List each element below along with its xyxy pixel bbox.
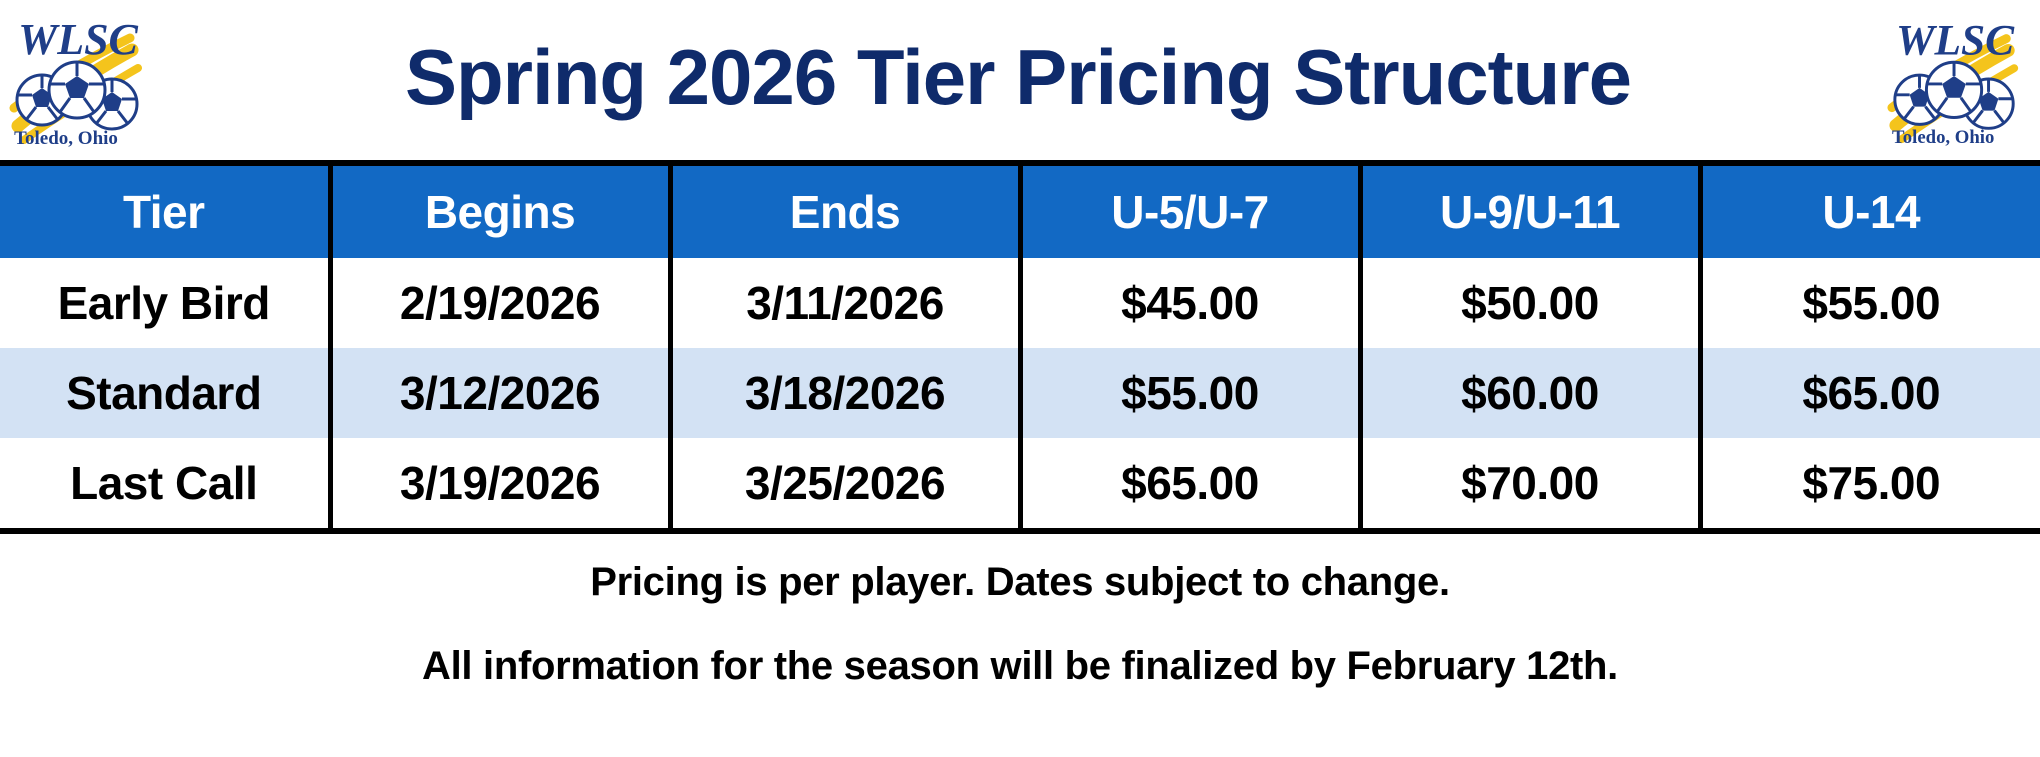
cell-ends: 3/25/2026 <box>667 438 1023 534</box>
svg-text:Toledo, Ohio: Toledo, Ohio <box>14 128 118 149</box>
table-row: Early Bird 2/19/2026 3/11/2026 $45.00 $5… <box>0 258 2040 348</box>
column-header-u9-u11: U-9/U-11 <box>1357 160 1703 258</box>
cell-price-u5-u7: $45.00 <box>1017 258 1363 348</box>
svg-text:WLSC: WLSC <box>18 15 138 64</box>
cell-tier: Early Bird <box>0 258 333 348</box>
column-header-u14: U-14 <box>1697 160 2040 258</box>
cell-price-u5-u7: $65.00 <box>1017 438 1363 534</box>
pricing-table-container: Tier Begins Ends U-5/U-7 U-9/U-11 U-14 E… <box>0 160 2040 534</box>
cell-begins: 3/12/2026 <box>327 348 673 438</box>
table-row: Last Call 3/19/2026 3/25/2026 $65.00 $70… <box>0 438 2040 534</box>
table-body: Early Bird 2/19/2026 3/11/2026 $45.00 $5… <box>0 258 2040 534</box>
note-pricing-disclaimer: Pricing is per player. Dates subject to … <box>590 560 1450 604</box>
pricing-table: Tier Begins Ends U-5/U-7 U-9/U-11 U-14 E… <box>0 160 2040 534</box>
svg-text:WLSC: WLSC <box>1896 16 2015 64</box>
cell-price-u5-u7: $55.00 <box>1017 348 1363 438</box>
table-header-row: Tier Begins Ends U-5/U-7 U-9/U-11 U-14 <box>0 160 2040 258</box>
svg-text:Toledo, Ohio: Toledo, Ohio <box>1892 127 1994 148</box>
cell-ends: 3/18/2026 <box>667 348 1023 438</box>
footer-notes: Pricing is per player. Dates subject to … <box>0 534 2040 688</box>
cell-tier: Last Call <box>0 438 333 534</box>
column-header-ends: Ends <box>667 160 1023 258</box>
cell-begins: 2/19/2026 <box>327 258 673 348</box>
wlsc-logo-left: WLSC Toledo, Ohio <box>9 15 142 149</box>
column-header-u5-u7: U-5/U-7 <box>1017 160 1363 258</box>
table-row: Standard 3/12/2026 3/18/2026 $55.00 $60.… <box>0 348 2040 438</box>
wlsc-logo-right: WLSC Toledo, Ohio <box>1887 16 2019 148</box>
column-header-begins: Begins <box>327 160 673 258</box>
cell-tier: Standard <box>0 348 333 438</box>
column-header-tier: Tier <box>0 160 333 258</box>
header: WLSC Toledo, Ohio Spring 2026 Tier Prici… <box>0 0 2040 160</box>
cell-begins: 3/19/2026 <box>327 438 673 534</box>
cell-ends: 3/11/2026 <box>667 258 1023 348</box>
cell-price-u14: $65.00 <box>1697 348 2040 438</box>
cell-price-u9-u11: $50.00 <box>1357 258 1703 348</box>
cell-price-u9-u11: $60.00 <box>1357 348 1703 438</box>
table-header: Tier Begins Ends U-5/U-7 U-9/U-11 U-14 <box>0 160 2040 258</box>
cell-price-u14: $55.00 <box>1697 258 2040 348</box>
cell-price-u9-u11: $70.00 <box>1357 438 1703 534</box>
cell-price-u14: $75.00 <box>1697 438 2040 534</box>
page-title: Spring 2026 Tier Pricing Structure <box>405 33 1632 121</box>
note-finalization: All information for the season will be f… <box>422 644 1618 688</box>
